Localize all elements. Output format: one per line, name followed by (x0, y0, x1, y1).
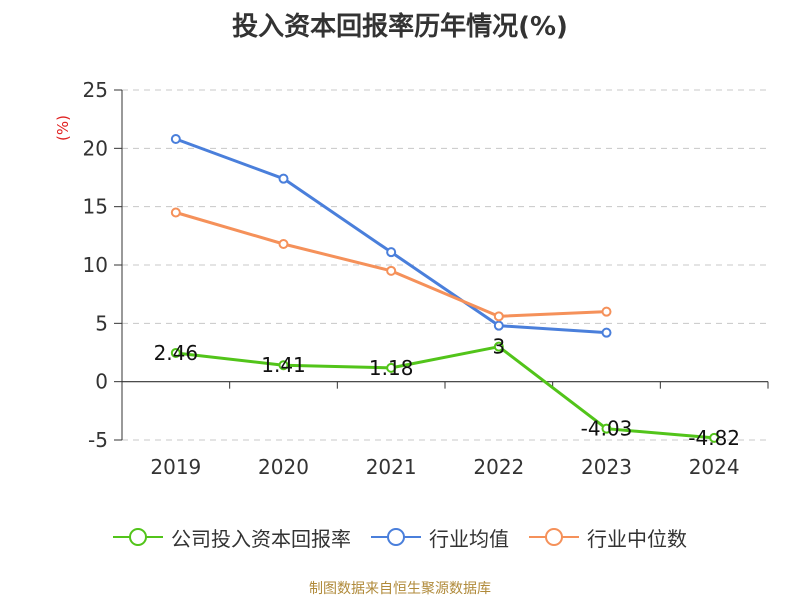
legend-circle (129, 528, 147, 546)
data-point[interactable] (601, 423, 612, 434)
data-point[interactable] (493, 320, 504, 331)
data-point[interactable] (386, 247, 397, 258)
x-tick-label: 2021 (366, 455, 417, 479)
grid-lines (122, 89, 768, 441)
data-label: 2.46 (154, 341, 199, 365)
x-tick-label: 2023 (581, 455, 632, 479)
data-point[interactable] (601, 327, 612, 338)
y-tick-label: 20 (83, 136, 108, 160)
data-label: -4.03 (581, 417, 633, 441)
legend-item-industry-median[interactable]: 行业中位数 (529, 523, 687, 552)
legend-item-company[interactable]: 公司投入资本回报率 (113, 523, 351, 552)
data-label: 3 (492, 335, 505, 359)
data-point[interactable] (170, 207, 181, 218)
x-tick-label: 2024 (689, 455, 740, 479)
legend-label: 公司投入资本回报率 (171, 526, 351, 551)
data-label: -4.82 (688, 426, 740, 450)
legend-label: 行业均值 (429, 526, 509, 551)
legend-circle (387, 528, 405, 546)
series-line (175, 345, 715, 440)
chart-legend: 公司投入资本回报率 行业均值 行业中位数 (0, 520, 800, 554)
y-tick-label: -5 (88, 428, 108, 452)
data-label: 1.41 (261, 353, 306, 377)
series-line (175, 137, 607, 335)
legend-line-marker-icon (529, 528, 579, 546)
chart-title: 投入资本回报率历年情况(%) (232, 12, 568, 42)
y-tick-label: 25 (83, 78, 108, 102)
series-line (175, 211, 607, 318)
y-tick-label: 10 (83, 253, 108, 277)
data-point[interactable] (709, 432, 720, 443)
data-label: 1.18 (369, 356, 414, 380)
y-tick-label: 15 (83, 195, 108, 219)
data-point[interactable] (386, 265, 397, 276)
data-labels: 2.46 1.41 1.18 3 -4.03 -4.82 (154, 335, 740, 450)
axes: 25 20 15 10 5 0 -5 2019 2020 2021 2022 2023 2024 (83, 78, 769, 479)
legend-line-marker-icon (113, 528, 163, 546)
y-tick-label: 5 (95, 311, 108, 335)
data-point[interactable] (601, 306, 612, 317)
data-point[interactable] (278, 360, 289, 371)
x-tick-label: 2022 (473, 455, 524, 479)
y-axis-label: (%) (54, 115, 72, 141)
data-point[interactable] (493, 341, 504, 352)
series-lines (170, 134, 720, 443)
x-tick-label: 2020 (258, 455, 309, 479)
data-point[interactable] (170, 134, 181, 144)
data-point[interactable] (386, 362, 397, 373)
data-point[interactable] (278, 173, 289, 184)
legend-label: 行业中位数 (587, 526, 687, 551)
source-note: 制图数据来自恒生聚源数据库 (309, 581, 491, 597)
legend-circle (545, 528, 563, 546)
data-point[interactable] (278, 239, 289, 249)
data-point[interactable] (493, 311, 504, 322)
legend-item-industry-mean[interactable]: 行业均值 (371, 523, 509, 552)
legend-line-marker-icon (371, 528, 421, 546)
data-point[interactable] (170, 347, 181, 358)
y-tick-label: 0 (95, 370, 108, 394)
x-tick-label: 2019 (150, 455, 201, 479)
